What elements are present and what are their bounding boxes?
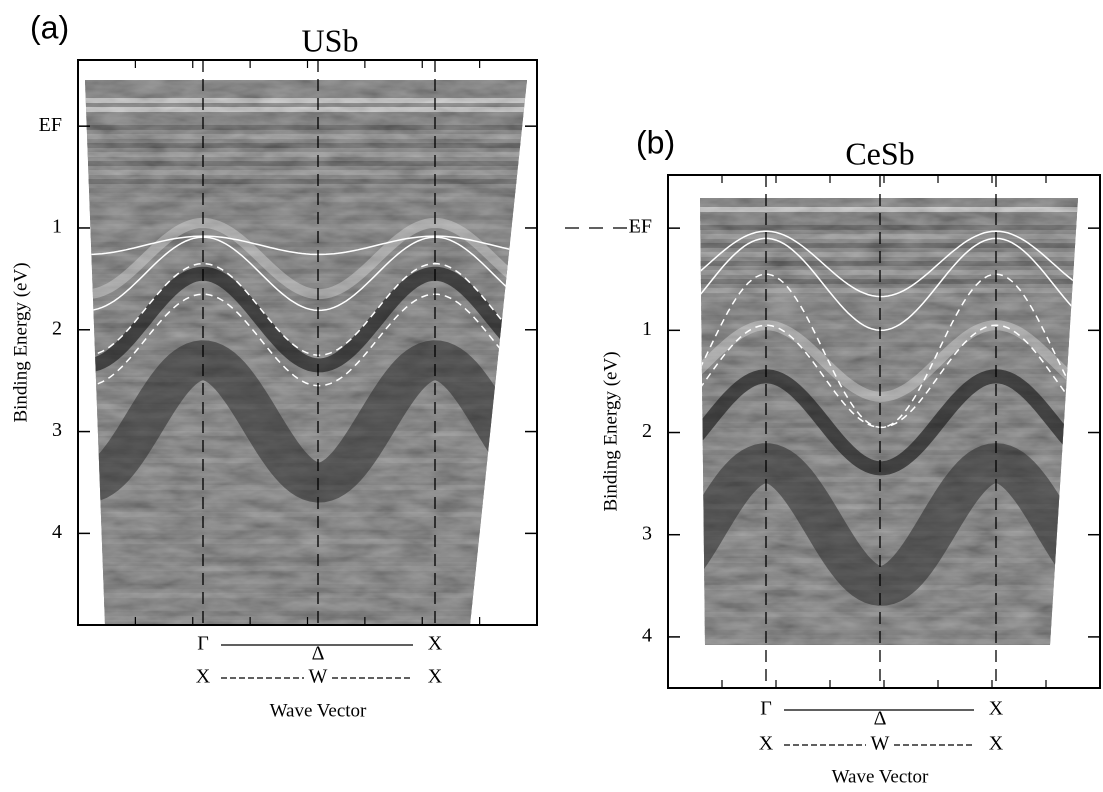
y-tick-label: 4	[52, 521, 62, 543]
y-tick-label: EF	[629, 216, 652, 238]
y-axis-label: Binding Energy (eV)	[600, 351, 621, 511]
band-curve	[85, 262, 527, 356]
k-point-label: X	[759, 733, 774, 755]
panel-label: (a)	[30, 9, 69, 45]
image-stripe	[668, 666, 1100, 671]
k-point-label: Δ	[312, 643, 325, 665]
k-point-label: Δ	[874, 708, 887, 730]
y-tick-label: EF	[39, 114, 62, 136]
k-point-label: X	[428, 666, 443, 688]
band-curve	[700, 237, 1078, 332]
k-point-label: X	[196, 666, 211, 688]
y-tick-label: 3	[642, 522, 652, 544]
band-curve	[85, 236, 527, 312]
k-point-label: W	[871, 733, 890, 755]
y-tick-label: 2	[52, 317, 62, 339]
band-curve	[700, 230, 1078, 298]
k-point-label: X	[989, 698, 1004, 720]
y-tick-label: 3	[52, 419, 62, 441]
panel-label: (b)	[636, 124, 675, 160]
band-shade	[700, 443, 1078, 606]
image-stripe	[668, 657, 1100, 662]
y-tick-label: 1	[52, 216, 62, 238]
k-point-label: W	[309, 666, 328, 688]
band-shade	[700, 369, 1078, 476]
band-shade	[85, 217, 527, 300]
image-stripe	[668, 648, 1100, 653]
y-tick-label: 4	[642, 624, 652, 646]
band-shade	[85, 340, 527, 503]
arpes-image	[85, 80, 527, 625]
y-axis-label: Binding Energy (eV)	[10, 262, 31, 422]
x-axis-label: Wave Vector	[270, 700, 367, 721]
k-point-label: X	[989, 733, 1004, 755]
band-shade	[85, 266, 527, 373]
k-point-label: Γ	[760, 698, 772, 720]
band-curve	[85, 293, 527, 387]
arpes-image	[668, 198, 1100, 680]
band-shade	[700, 320, 1078, 402]
y-tick-label: 2	[642, 420, 652, 442]
band-curve	[700, 324, 1078, 429]
x-axis-label: Wave Vector	[832, 766, 929, 787]
k-point-label: X	[428, 633, 443, 655]
k-point-label: Γ	[197, 633, 209, 655]
image-noise	[85, 80, 527, 625]
image-stripe	[668, 675, 1100, 680]
chart-title: USb	[302, 22, 359, 58]
y-tick-label: 1	[642, 318, 652, 340]
image-noise	[700, 198, 1078, 645]
band-curve	[86, 235, 527, 256]
chart-title: CeSb	[845, 135, 914, 171]
